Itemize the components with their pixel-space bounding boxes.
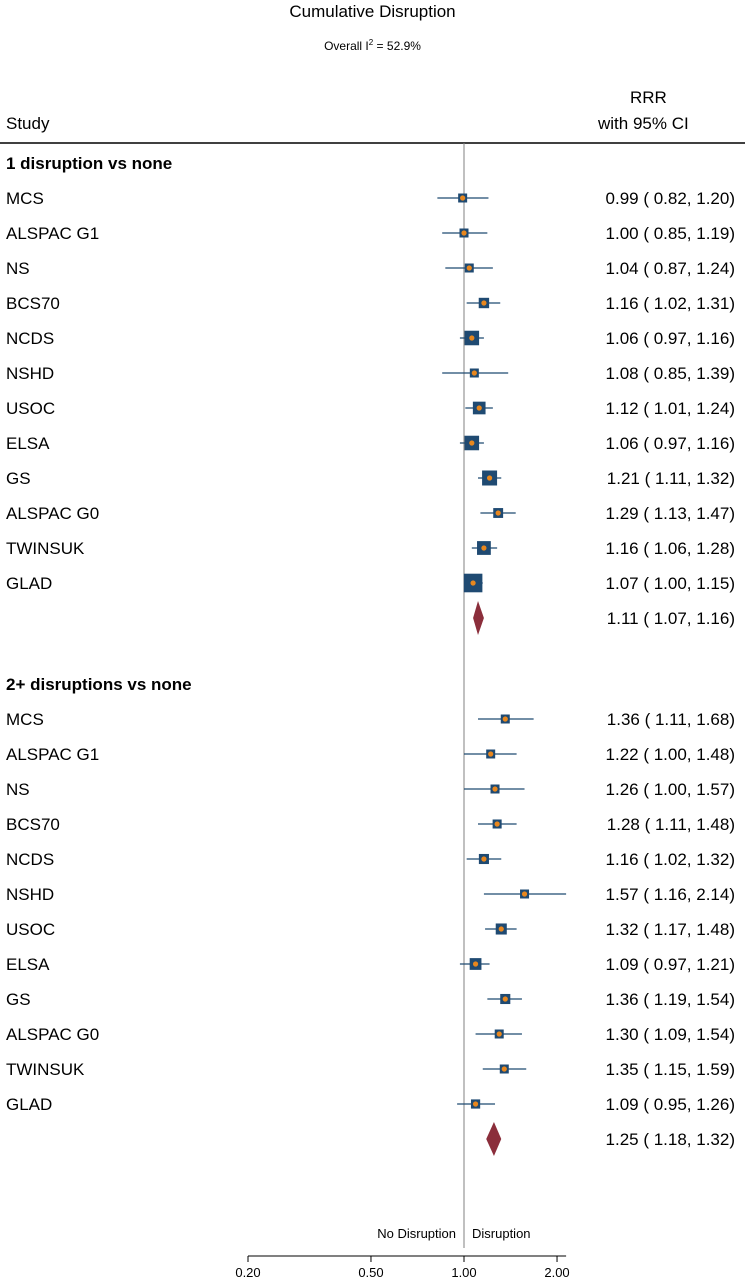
study-label: GS xyxy=(6,469,31,488)
point-estimate xyxy=(461,230,467,236)
point-estimate xyxy=(486,475,493,481)
heterogeneity-prefix: Overall I xyxy=(324,39,369,53)
study-label: NCDS xyxy=(6,329,54,348)
estimate-text: 1.08 ( 0.85, 1.39) xyxy=(606,364,735,383)
estimate-text: 1.09 ( 0.97, 1.21) xyxy=(606,955,735,974)
estimate-text: 1.12 ( 1.01, 1.24) xyxy=(606,399,735,418)
study-column-header: Study xyxy=(6,114,50,133)
study-label: BCS70 xyxy=(6,294,60,313)
study-label: NSHD xyxy=(6,364,54,383)
study-label: ALSPAC G0 xyxy=(6,504,99,523)
estimate-text: 1.26 ( 1.00, 1.57) xyxy=(606,780,735,799)
heterogeneity-note: Overall I2 = 52.9% xyxy=(0,38,745,53)
study-label: NS xyxy=(6,780,30,799)
study-label: GLAD xyxy=(6,1095,52,1114)
study-label: GS xyxy=(6,990,31,1009)
estimate-text: 1.16 ( 1.02, 1.31) xyxy=(606,294,735,313)
study-label: ELSA xyxy=(6,955,50,974)
point-estimate xyxy=(496,1031,502,1037)
heterogeneity-suffix: = 52.9% xyxy=(373,39,421,53)
study-label: NS xyxy=(6,259,30,278)
estimate-text: 1.30 ( 1.09, 1.54) xyxy=(606,1025,735,1044)
point-estimate xyxy=(469,440,475,446)
estimate-text: 1.32 ( 1.17, 1.48) xyxy=(606,920,735,939)
point-estimate xyxy=(502,716,508,722)
point-estimate xyxy=(472,961,479,967)
estimate-text: 1.16 ( 1.02, 1.32) xyxy=(606,850,735,869)
point-estimate xyxy=(495,510,501,516)
overall-estimate-text: 1.25 ( 1.18, 1.32) xyxy=(606,1130,735,1149)
point-estimate xyxy=(476,405,482,411)
estimate-text: 1.16 ( 1.06, 1.28) xyxy=(606,539,735,558)
point-estimate xyxy=(470,580,476,586)
estimate-text: 1.35 ( 1.15, 1.59) xyxy=(606,1060,735,1079)
estimate-text: 1.09 ( 0.95, 1.26) xyxy=(606,1095,735,1114)
point-estimate xyxy=(466,265,472,271)
group-header: 1 disruption vs none xyxy=(6,154,172,173)
study-label: USOC xyxy=(6,399,55,418)
point-estimate xyxy=(502,996,508,1002)
point-estimate xyxy=(471,370,477,376)
point-estimate xyxy=(498,926,504,932)
estimate-text: 1.07 ( 1.00, 1.15) xyxy=(606,574,735,593)
point-estimate xyxy=(501,1066,507,1072)
study-label: ALSPAC G1 xyxy=(6,745,99,764)
study-label: NCDS xyxy=(6,850,54,869)
point-estimate xyxy=(481,300,487,306)
study-label: ALSPAC G1 xyxy=(6,224,99,243)
overall-diamond xyxy=(486,1122,502,1156)
study-label: USOC xyxy=(6,920,55,939)
direction-left-label: No Disruption xyxy=(377,1226,456,1241)
rrr-column-header: RRR xyxy=(630,88,667,107)
group-header: 2+ disruptions vs none xyxy=(6,675,192,694)
heterogeneity-sup: 2 xyxy=(368,38,374,47)
study-label: ALSPAC G0 xyxy=(6,1025,99,1044)
estimate-text: 1.57 ( 1.16, 2.14) xyxy=(606,885,735,904)
overall-diamond xyxy=(473,601,484,635)
x-tick-label: 0.20 xyxy=(235,1265,260,1280)
point-estimate xyxy=(494,821,500,827)
direction-right-label: Disruption xyxy=(472,1226,531,1241)
estimate-text: 1.36 ( 1.19, 1.54) xyxy=(606,990,735,1009)
ci-column-header: with 95% CI xyxy=(598,114,689,133)
point-estimate xyxy=(460,195,466,201)
study-label: BCS70 xyxy=(6,815,60,834)
study-label: GLAD xyxy=(6,574,52,593)
estimate-text: 1.22 ( 1.00, 1.48) xyxy=(606,745,735,764)
estimate-text: 1.36 ( 1.11, 1.68) xyxy=(607,710,735,729)
study-label: MCS xyxy=(6,710,44,729)
study-label: ELSA xyxy=(6,434,50,453)
overall-estimate-text: 1.11 ( 1.07, 1.16) xyxy=(607,609,735,628)
point-estimate xyxy=(481,545,487,551)
estimate-text: 1.21 ( 1.11, 1.32) xyxy=(607,469,735,488)
estimate-text: 1.28 ( 1.11, 1.48) xyxy=(607,815,735,834)
estimate-text: 1.04 ( 0.87, 1.24) xyxy=(606,259,735,278)
point-estimate xyxy=(488,751,494,757)
point-estimate xyxy=(492,786,498,792)
estimate-text: 1.00 ( 0.85, 1.19) xyxy=(606,224,735,243)
estimate-text: 1.06 ( 0.97, 1.16) xyxy=(606,329,735,348)
study-label: TWINSUK xyxy=(6,1060,85,1079)
chart-title: Cumulative Disruption xyxy=(289,2,456,21)
x-tick-label: 0.50 xyxy=(358,1265,383,1280)
study-label: MCS xyxy=(6,189,44,208)
estimate-text: 1.06 ( 0.97, 1.16) xyxy=(606,434,735,453)
x-tick-label: 2.00 xyxy=(544,1265,569,1280)
x-tick-label: 1.00 xyxy=(451,1265,476,1280)
study-label: TWINSUK xyxy=(6,539,85,558)
point-estimate xyxy=(469,335,475,341)
estimate-text: 0.99 ( 0.82, 1.20) xyxy=(606,189,735,208)
study-label: NSHD xyxy=(6,885,54,904)
point-estimate xyxy=(472,1101,479,1107)
point-estimate xyxy=(481,856,487,862)
estimate-text: 1.29 ( 1.13, 1.47) xyxy=(606,504,735,523)
point-estimate xyxy=(521,891,528,897)
